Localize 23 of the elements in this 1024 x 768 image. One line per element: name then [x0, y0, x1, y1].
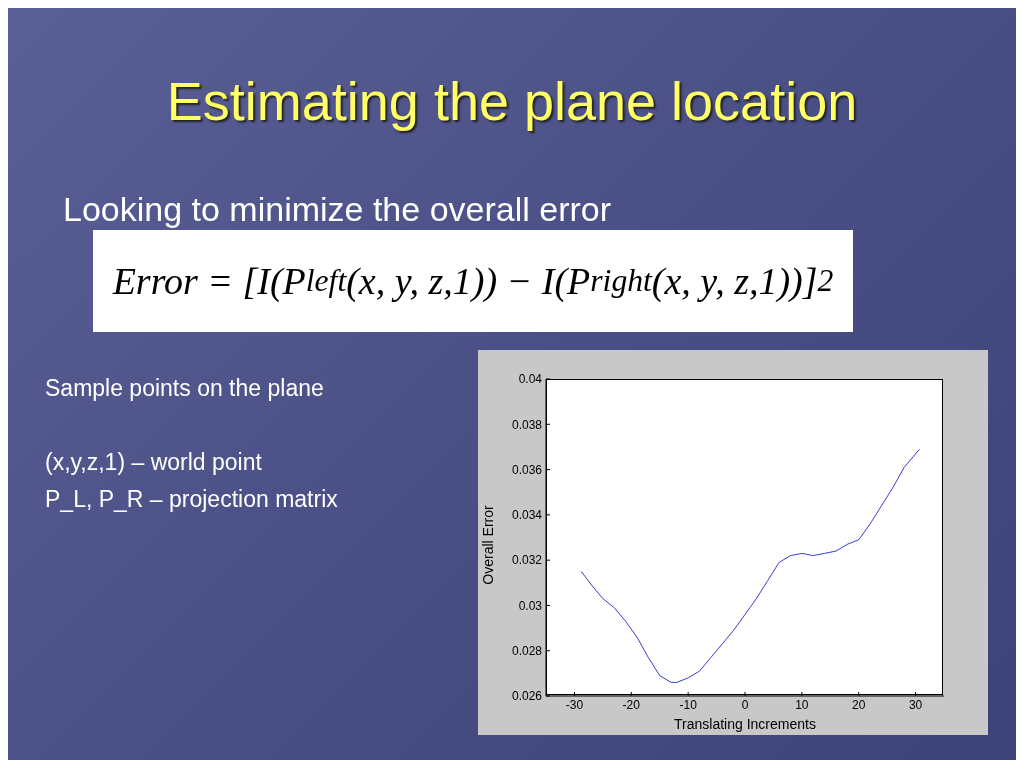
- x-tick-label: -10: [679, 697, 698, 712]
- x-tick-label: 10: [795, 697, 809, 712]
- y-tick-label: 0.032: [511, 553, 543, 568]
- y-tick-label: 0.026: [511, 689, 543, 704]
- text: Sample points on the plane: [45, 374, 325, 403]
- x-tick-label: 0: [741, 697, 749, 712]
- y-tick-label: 0.03: [518, 598, 543, 613]
- y-tick-label: 0.04: [518, 372, 543, 387]
- x-axis-title: Translating Increments: [673, 716, 817, 732]
- x-tick-label: -20: [622, 697, 641, 712]
- y-axis-title: Overall Error: [480, 505, 496, 585]
- chart-subtitle: Looking to minimize the overall error: [63, 190, 612, 229]
- x-tick-label: -30: [565, 697, 584, 712]
- x-tick-label: 20: [852, 697, 866, 712]
- y-tick-label: 0.028: [511, 643, 543, 658]
- y-tick-label: 0.038: [511, 417, 543, 432]
- text: (x,y,z,1) – world point: [45, 448, 263, 477]
- text: P_L, P_R – projection matrix: [45, 485, 338, 514]
- y-tick-label: 0.034: [511, 508, 543, 523]
- y-tick-label: 0.036: [511, 462, 543, 477]
- x-tick-label: 30: [908, 697, 923, 712]
- chart-title: Estimating the plane location: [165, 70, 859, 132]
- line-series: [580, 448, 921, 683]
